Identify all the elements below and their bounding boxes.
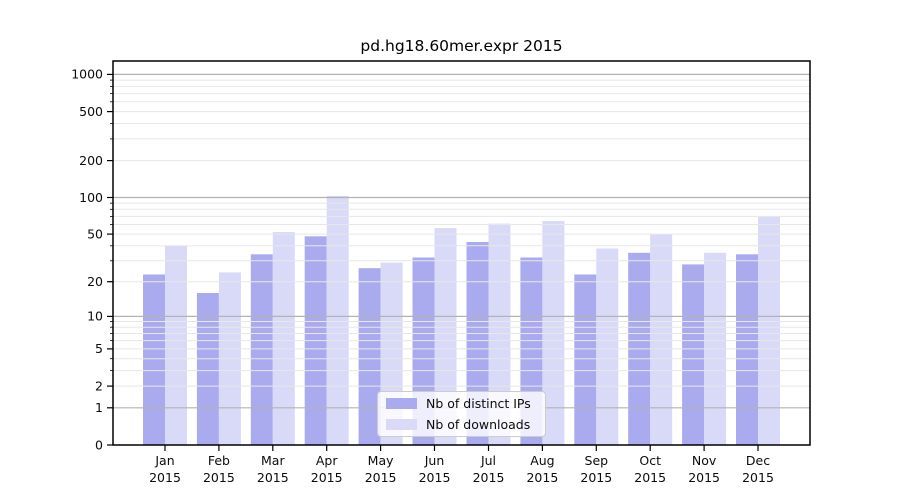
legend-item-downloads: Nb of downloads — [386, 417, 545, 432]
bar-may-ips — [358, 268, 381, 445]
y-tick-label: 200 — [79, 153, 103, 168]
x-tick-label-month: May — [368, 453, 394, 468]
bar-dec-ips — [736, 254, 758, 445]
x-tick-label-year: 2015 — [580, 470, 612, 485]
x-tick-label-month: Jun — [424, 453, 445, 468]
bar-oct-downloads — [650, 234, 673, 445]
y-tick-label: 0 — [95, 437, 103, 452]
y-tick-label: 10 — [87, 309, 103, 324]
bar-apr-downloads — [326, 195, 349, 445]
legend: Nb of distinct IPs Nb of downloads — [377, 391, 546, 437]
bar-jan-ips — [143, 274, 165, 445]
y-tick-label: 2 — [95, 378, 103, 393]
x-tick-label-year: 2015 — [203, 470, 235, 485]
bar-sep-ips — [574, 274, 597, 445]
plot-border — [112, 60, 811, 446]
bar-jan-downloads — [165, 245, 187, 445]
bar-jul-downloads — [488, 223, 511, 445]
y-tick-label: 5 — [95, 341, 103, 356]
bar-mar-downloads — [272, 232, 295, 445]
y-tick-label: 1000 — [71, 67, 103, 82]
x-tick-label-year: 2015 — [473, 470, 505, 485]
x-tick-label-month: Dec — [746, 453, 770, 468]
legend-swatch-distinct-ips — [386, 398, 417, 409]
y-tick-label: 1 — [95, 400, 103, 415]
legend-label-distinct-ips: Nb of distinct IPs — [426, 396, 531, 411]
bar-sep-downloads — [596, 248, 619, 445]
y-tick-label: 20 — [87, 274, 103, 289]
x-tick-label-month: Feb — [208, 453, 230, 468]
x-tick-label-month: Apr — [316, 453, 338, 468]
x-tick-label-year: 2015 — [311, 470, 343, 485]
bar-feb-ips — [196, 293, 219, 445]
legend-swatch-downloads — [386, 419, 417, 430]
x-tick-label-month: Jan — [154, 453, 174, 468]
x-tick-label-year: 2015 — [634, 470, 666, 485]
x-tick-label-year: 2015 — [526, 470, 558, 485]
legend-item-distinct-ips: Nb of distinct IPs — [386, 396, 545, 411]
bar-nov-ips — [682, 264, 705, 445]
y-tick-label: 500 — [79, 104, 103, 119]
x-tick-label-month: Jul — [480, 453, 496, 468]
bar-jun-downloads — [434, 228, 457, 445]
x-tick-label-year: 2015 — [688, 470, 720, 485]
bar-mar-ips — [250, 254, 273, 445]
x-tick-label-month: Mar — [261, 453, 285, 468]
x-tick-label-month: Sep — [585, 453, 609, 468]
x-tick-label-year: 2015 — [365, 470, 397, 485]
x-tick-label-month: Nov — [692, 453, 717, 468]
x-tick-label-year: 2015 — [149, 470, 181, 485]
x-tick-label-year: 2015 — [257, 470, 289, 485]
x-tick-label-month: Oct — [639, 453, 661, 468]
x-tick-label-year: 2015 — [742, 470, 774, 485]
legend-label-downloads: Nb of downloads — [426, 417, 531, 432]
y-tick-label: 100 — [79, 190, 103, 205]
chart-title: pd.hg18.60mer.expr 2015 — [360, 37, 563, 55]
x-tick-label-month: Aug — [530, 453, 554, 468]
x-tick-label-year: 2015 — [419, 470, 451, 485]
y-tick-label: 50 — [87, 226, 103, 241]
bar-dec-downloads — [758, 216, 780, 445]
